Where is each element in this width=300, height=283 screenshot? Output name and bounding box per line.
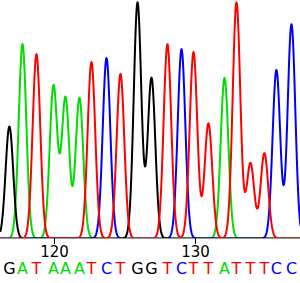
svg-text:A: A	[17, 259, 28, 278]
svg-text:C: C	[176, 259, 187, 278]
svg-text:T: T	[203, 259, 214, 278]
svg-text:A: A	[48, 259, 59, 278]
svg-text:T: T	[162, 259, 173, 278]
svg-text:A: A	[219, 259, 230, 278]
svg-text:C: C	[271, 259, 282, 278]
svg-text:T: T	[86, 259, 97, 278]
svg-text:A: A	[74, 259, 85, 278]
svg-text:T: T	[245, 259, 256, 278]
svg-text:120: 120	[40, 243, 69, 262]
svg-text:T: T	[259, 259, 270, 278]
svg-text:C: C	[101, 259, 112, 278]
svg-text:T: T	[231, 259, 242, 278]
svg-text:G: G	[3, 259, 15, 278]
svg-text:T: T	[188, 259, 199, 278]
svg-text:G: G	[145, 259, 157, 278]
svg-text:A: A	[60, 259, 71, 278]
svg-text:T: T	[31, 259, 42, 278]
svg-text:G: G	[131, 259, 143, 278]
svg-text:T: T	[115, 259, 126, 278]
svg-text:C: C	[286, 259, 297, 278]
svg-text:130: 130	[181, 243, 210, 262]
